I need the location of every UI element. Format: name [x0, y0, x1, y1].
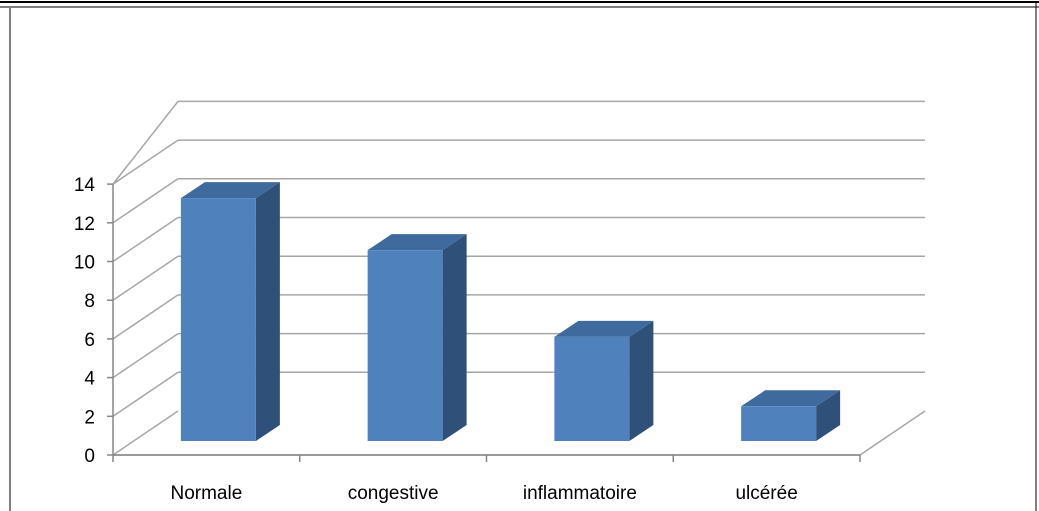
y-tick-label: 8 [84, 291, 95, 312]
y-tick-label: 12 [74, 214, 95, 235]
gridline-diagonal [112, 410, 179, 456]
gridline-diagonal [112, 371, 179, 417]
bar-side-face [255, 182, 280, 441]
bar-top-face [741, 390, 841, 407]
bar [367, 250, 443, 441]
gridline-diagonal [112, 139, 179, 185]
gridline-diagonal [112, 255, 179, 301]
y-tick-label: 10 [74, 253, 95, 274]
gridline-diagonal [112, 178, 179, 224]
gridline-diagonal [112, 332, 179, 379]
bar-side-face [629, 320, 654, 441]
y-tick-label: 0 [84, 446, 95, 467]
bar [554, 336, 630, 441]
y-tick-label: 6 [84, 330, 95, 351]
gridline-diagonal-top [112, 100, 179, 185]
bar-side-face [816, 390, 841, 441]
bar-side-face [442, 234, 467, 441]
bar-top-face [180, 182, 280, 199]
x-category-label: Normale [170, 483, 242, 504]
y-tick-label: 14 [74, 175, 96, 196]
x-category-label: congestive [348, 483, 439, 504]
x-category-label: inflammatoire [523, 483, 637, 504]
y-tick-label: 4 [84, 369, 95, 390]
bars-layer [180, 182, 841, 441]
x-category-label: ulcérée [735, 483, 797, 504]
bar [180, 198, 256, 441]
grid-layer [107, 100, 926, 462]
y-tick-label: 2 [84, 407, 95, 428]
bar [741, 406, 817, 441]
gridline-diagonal [112, 294, 179, 340]
bar-top-face [554, 320, 654, 337]
gridline-diagonal [112, 216, 179, 263]
labels-layer: 0 2 4 6 8 10 12 14 Normale congestive inflammatoir… [74, 175, 798, 504]
bar-top-face [367, 234, 467, 251]
